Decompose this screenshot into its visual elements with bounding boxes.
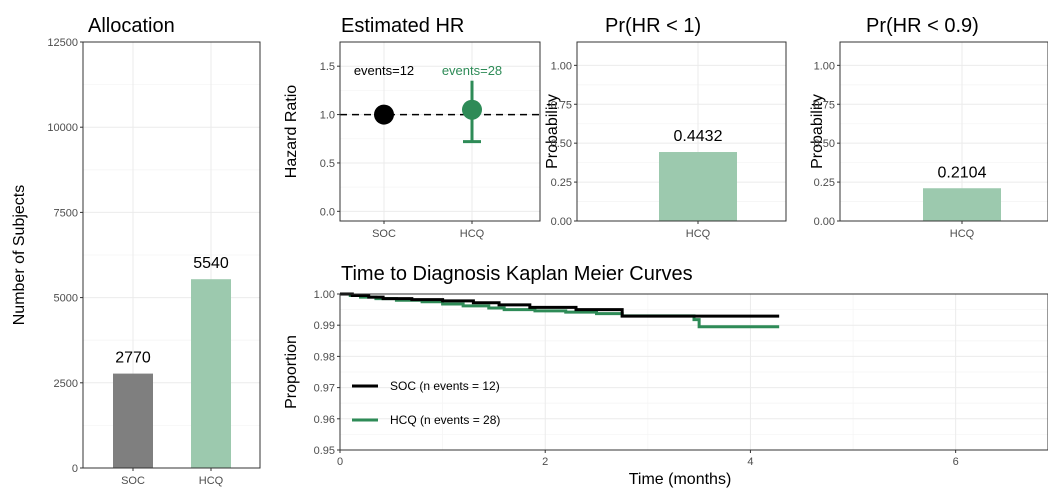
y-tick-label: 0.75 <box>814 99 835 111</box>
y-tick-label: 0.5 <box>320 158 335 170</box>
legend-label: HCQ (n events = 28) <box>390 413 500 427</box>
y-tick-label: 1.00 <box>314 289 335 301</box>
panel-title: Allocation <box>88 15 175 37</box>
y-axis-label: Number of Subjects <box>11 185 28 326</box>
y-tick-label: 0.75 <box>551 99 572 111</box>
panel-border <box>576 41 787 222</box>
events-annotation: events=28 <box>442 63 502 78</box>
y-tick-label: 0.98 <box>314 351 335 363</box>
y-axis-label: Hazard Ratio <box>283 85 300 178</box>
y-tick-label: 5000 <box>54 293 78 305</box>
panel-border <box>82 41 261 469</box>
bar-hcq <box>923 188 1001 221</box>
y-axis-label: Probability <box>809 94 826 169</box>
panel-title: Time to Diagnosis Kaplan Meier Curves <box>341 263 693 285</box>
y-tick-label: 0.95 <box>314 445 335 457</box>
y-tick-label: 1.00 <box>814 60 835 72</box>
panel-border <box>839 41 1048 222</box>
x-axis-label: Time (months) <box>629 471 732 488</box>
y-tick-label: 0.50 <box>814 138 835 150</box>
point-soc <box>374 104 394 125</box>
x-tick-label: HCQ <box>460 228 485 240</box>
y-tick-label: 2500 <box>54 378 78 390</box>
y-tick-label: 0.50 <box>551 138 572 150</box>
y-tick-label: 1.0 <box>320 110 335 122</box>
bar-soc <box>113 373 153 468</box>
bar-hcq <box>191 279 231 468</box>
y-tick-label: 0.96 <box>314 414 335 426</box>
x-tick-label: 4 <box>747 456 753 468</box>
bar-value-label: 5540 <box>193 255 229 272</box>
bar-value-label: 0.4432 <box>674 128 723 145</box>
y-axis-label: Probability <box>544 94 561 169</box>
bar-hcq <box>659 152 737 221</box>
y-tick-label: 0.00 <box>814 216 835 228</box>
panel-title: Pr(HR < 0.9) <box>866 15 979 37</box>
y-tick-label: 0.25 <box>814 177 835 189</box>
y-tick-label: 1.5 <box>320 61 335 73</box>
y-tick-label: 7500 <box>54 207 78 219</box>
y-tick-label: 0.97 <box>314 383 335 395</box>
x-tick-label: HCQ <box>686 228 711 240</box>
y-tick-label: 1.00 <box>551 60 572 72</box>
x-tick-label: 2 <box>542 456 548 468</box>
events-annotation: events=12 <box>354 63 414 78</box>
bar-value-label: 0.2104 <box>938 164 987 181</box>
x-tick-label: 6 <box>953 456 959 468</box>
y-tick-label: 0.00 <box>551 216 572 228</box>
x-tick-label: HCQ <box>199 475 224 487</box>
panel-border <box>339 293 1048 451</box>
y-tick-label: 0.25 <box>551 177 572 189</box>
point-hcq <box>462 99 482 120</box>
y-tick-label: 0.99 <box>314 320 335 332</box>
y-tick-label: 12500 <box>47 37 78 49</box>
y-tick-label: 10000 <box>47 122 78 134</box>
panel-title: Estimated HR <box>341 15 464 37</box>
x-tick-label: SOC <box>372 228 396 240</box>
x-tick-label: 0 <box>337 456 343 468</box>
km-curve-soc <box>340 292 780 318</box>
bar-value-label: 2770 <box>115 350 151 367</box>
legend-label: SOC (n events = 12) <box>390 379 500 393</box>
y-tick-label: 0.0 <box>320 206 335 218</box>
y-axis-label: Proportion <box>283 335 300 409</box>
x-tick-label: HCQ <box>950 228 975 240</box>
panel-title: Pr(HR < 1) <box>605 15 701 37</box>
y-tick-label: 0 <box>72 463 78 475</box>
panel-border <box>339 41 541 222</box>
x-tick-label: SOC <box>121 475 145 487</box>
